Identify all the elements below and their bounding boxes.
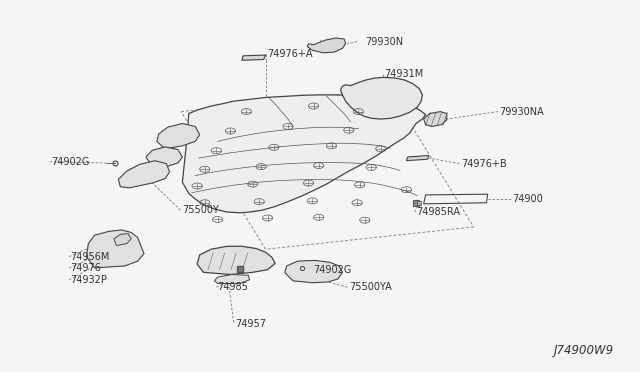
Polygon shape xyxy=(86,230,144,268)
Text: J74900W9: J74900W9 xyxy=(554,344,614,357)
Text: 74976: 74976 xyxy=(70,263,101,273)
Polygon shape xyxy=(214,275,250,283)
Polygon shape xyxy=(340,77,422,119)
Polygon shape xyxy=(285,260,342,283)
Text: 74932P: 74932P xyxy=(70,275,108,285)
Polygon shape xyxy=(307,38,346,53)
Text: 74957: 74957 xyxy=(235,319,266,328)
Text: 74956M: 74956M xyxy=(70,252,110,262)
Polygon shape xyxy=(118,161,170,188)
Polygon shape xyxy=(197,246,275,275)
Polygon shape xyxy=(406,155,429,161)
Polygon shape xyxy=(182,95,426,213)
Text: 74985RA: 74985RA xyxy=(416,207,460,217)
Polygon shape xyxy=(242,55,266,60)
Polygon shape xyxy=(424,112,447,126)
Text: 74902G: 74902G xyxy=(314,265,352,275)
Polygon shape xyxy=(146,147,182,169)
Text: 79930N: 79930N xyxy=(365,37,403,46)
Text: 74931M: 74931M xyxy=(384,70,423,79)
Polygon shape xyxy=(114,234,131,246)
Text: 75500YA: 75500YA xyxy=(349,282,392,292)
Text: 74976+A: 74976+A xyxy=(268,49,313,59)
Text: 74976+B: 74976+B xyxy=(461,159,506,169)
Polygon shape xyxy=(157,124,200,149)
Text: 74902G: 74902G xyxy=(51,157,90,167)
Text: 79930NA: 79930NA xyxy=(499,107,544,116)
Text: 75500Y: 75500Y xyxy=(182,205,220,215)
Text: 74900: 74900 xyxy=(512,194,543,204)
Text: 74985: 74985 xyxy=(218,282,248,292)
